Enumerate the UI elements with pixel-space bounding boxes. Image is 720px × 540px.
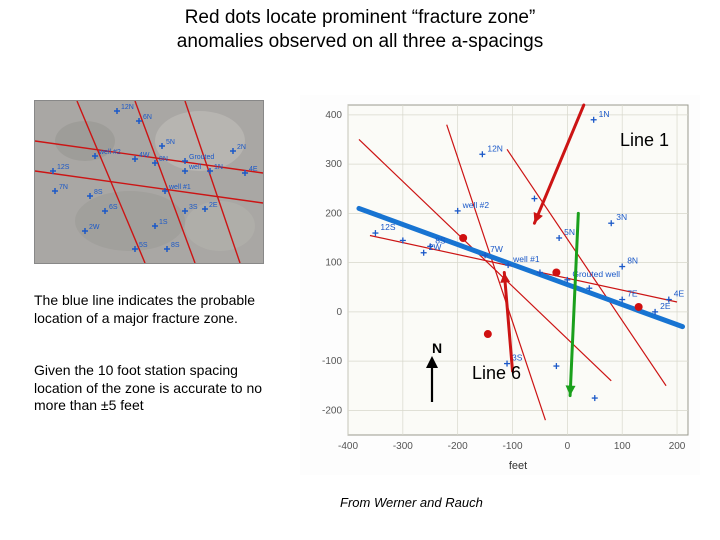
svg-text:100: 100 — [614, 441, 631, 452]
svg-text:400: 400 — [325, 110, 342, 121]
svg-text:4W: 4W — [139, 152, 150, 159]
svg-text:5S: 5S — [139, 242, 148, 249]
svg-text:1N: 1N — [214, 164, 223, 171]
svg-text:12N: 12N — [121, 104, 134, 111]
svg-text:0: 0 — [565, 441, 571, 452]
svg-text:2W: 2W — [89, 224, 100, 231]
title-block: Red dots locate prominent “fracture zone… — [150, 6, 570, 54]
line6-label: Line 6 — [472, 363, 521, 384]
svg-text:well #1: well #1 — [168, 184, 191, 191]
svg-text:7W: 7W — [490, 244, 503, 254]
north-indicator: N — [422, 340, 452, 404]
svg-text:-400: -400 — [338, 441, 358, 452]
north-label: N — [422, 340, 452, 356]
svg-text:2E: 2E — [209, 202, 218, 209]
paragraph-1: The blue line indicates the probable loc… — [34, 292, 278, 327]
svg-text:well #1: well #1 — [512, 254, 540, 264]
svg-text:3N: 3N — [616, 212, 627, 222]
svg-text:4E: 4E — [674, 289, 685, 299]
svg-text:well #2: well #2 — [98, 149, 121, 156]
line1-label: Line 1 — [620, 130, 669, 151]
svg-text:100: 100 — [325, 258, 342, 269]
svg-text:7N: 7N — [59, 184, 68, 191]
svg-text:2W: 2W — [429, 242, 442, 252]
north-arrow-icon — [422, 356, 442, 404]
svg-text:Grouted well: Grouted well — [572, 269, 620, 279]
credit-line: From Werner and Rauch — [340, 495, 483, 510]
svg-text:1N: 1N — [599, 109, 610, 119]
svg-text:-100: -100 — [322, 356, 342, 367]
svg-text:well #2: well #2 — [462, 200, 490, 210]
svg-text:6S: 6S — [109, 204, 118, 211]
svg-text:Grouted: Grouted — [189, 154, 214, 161]
svg-text:8N: 8N — [159, 156, 168, 163]
svg-text:well: well — [188, 164, 202, 171]
svg-text:-200: -200 — [322, 405, 342, 416]
svg-text:1S: 1S — [159, 219, 168, 226]
aerial-thumbnail: 12S 7N 8S 6S well #2 4W 8N 5N 6N 12N Grouted well we… — [34, 100, 264, 264]
svg-text:8S: 8S — [94, 189, 103, 196]
title-line1: Red dots locate prominent “fracture zone… — [185, 7, 536, 28]
svg-text:feet: feet — [509, 460, 527, 472]
right-chart-container: -400 -300 -200 -100 0 100 200 -200 -100 0 100 200 30… — [300, 95, 700, 475]
svg-text:-300: -300 — [393, 441, 413, 452]
right-chart-svg: -400 -300 -200 -100 0 100 200 -200 -100 0 100 200 30… — [300, 95, 700, 475]
svg-text:8N: 8N — [627, 256, 638, 266]
svg-text:5N: 5N — [564, 227, 575, 237]
svg-text:2N: 2N — [237, 144, 246, 151]
svg-text:3S: 3S — [189, 204, 198, 211]
svg-text:12S: 12S — [380, 222, 395, 232]
svg-text:8S: 8S — [171, 242, 180, 249]
svg-text:0: 0 — [336, 307, 342, 318]
svg-text:200: 200 — [669, 441, 686, 452]
svg-text:6N: 6N — [143, 114, 152, 121]
svg-text:200: 200 — [325, 208, 342, 219]
svg-text:7E: 7E — [627, 289, 638, 299]
page-root: Red dots locate prominent “fracture zone… — [0, 0, 720, 540]
svg-text:12S: 12S — [57, 164, 70, 171]
svg-text:3S: 3S — [512, 353, 523, 363]
svg-text:300: 300 — [325, 159, 342, 170]
svg-text:4E: 4E — [249, 166, 258, 173]
svg-text:5N: 5N — [166, 139, 175, 146]
thumb-svg: 12S 7N 8S 6S well #2 4W 8N 5N 6N 12N Grouted well we… — [35, 101, 263, 263]
svg-text:-100: -100 — [503, 441, 523, 452]
svg-text:12N: 12N — [487, 143, 503, 153]
paragraph-2: Given the 10 foot station spacing locati… — [34, 362, 278, 415]
title-line2: anomalies observed on all three a-spacin… — [177, 31, 544, 52]
svg-text:-200: -200 — [448, 441, 468, 452]
